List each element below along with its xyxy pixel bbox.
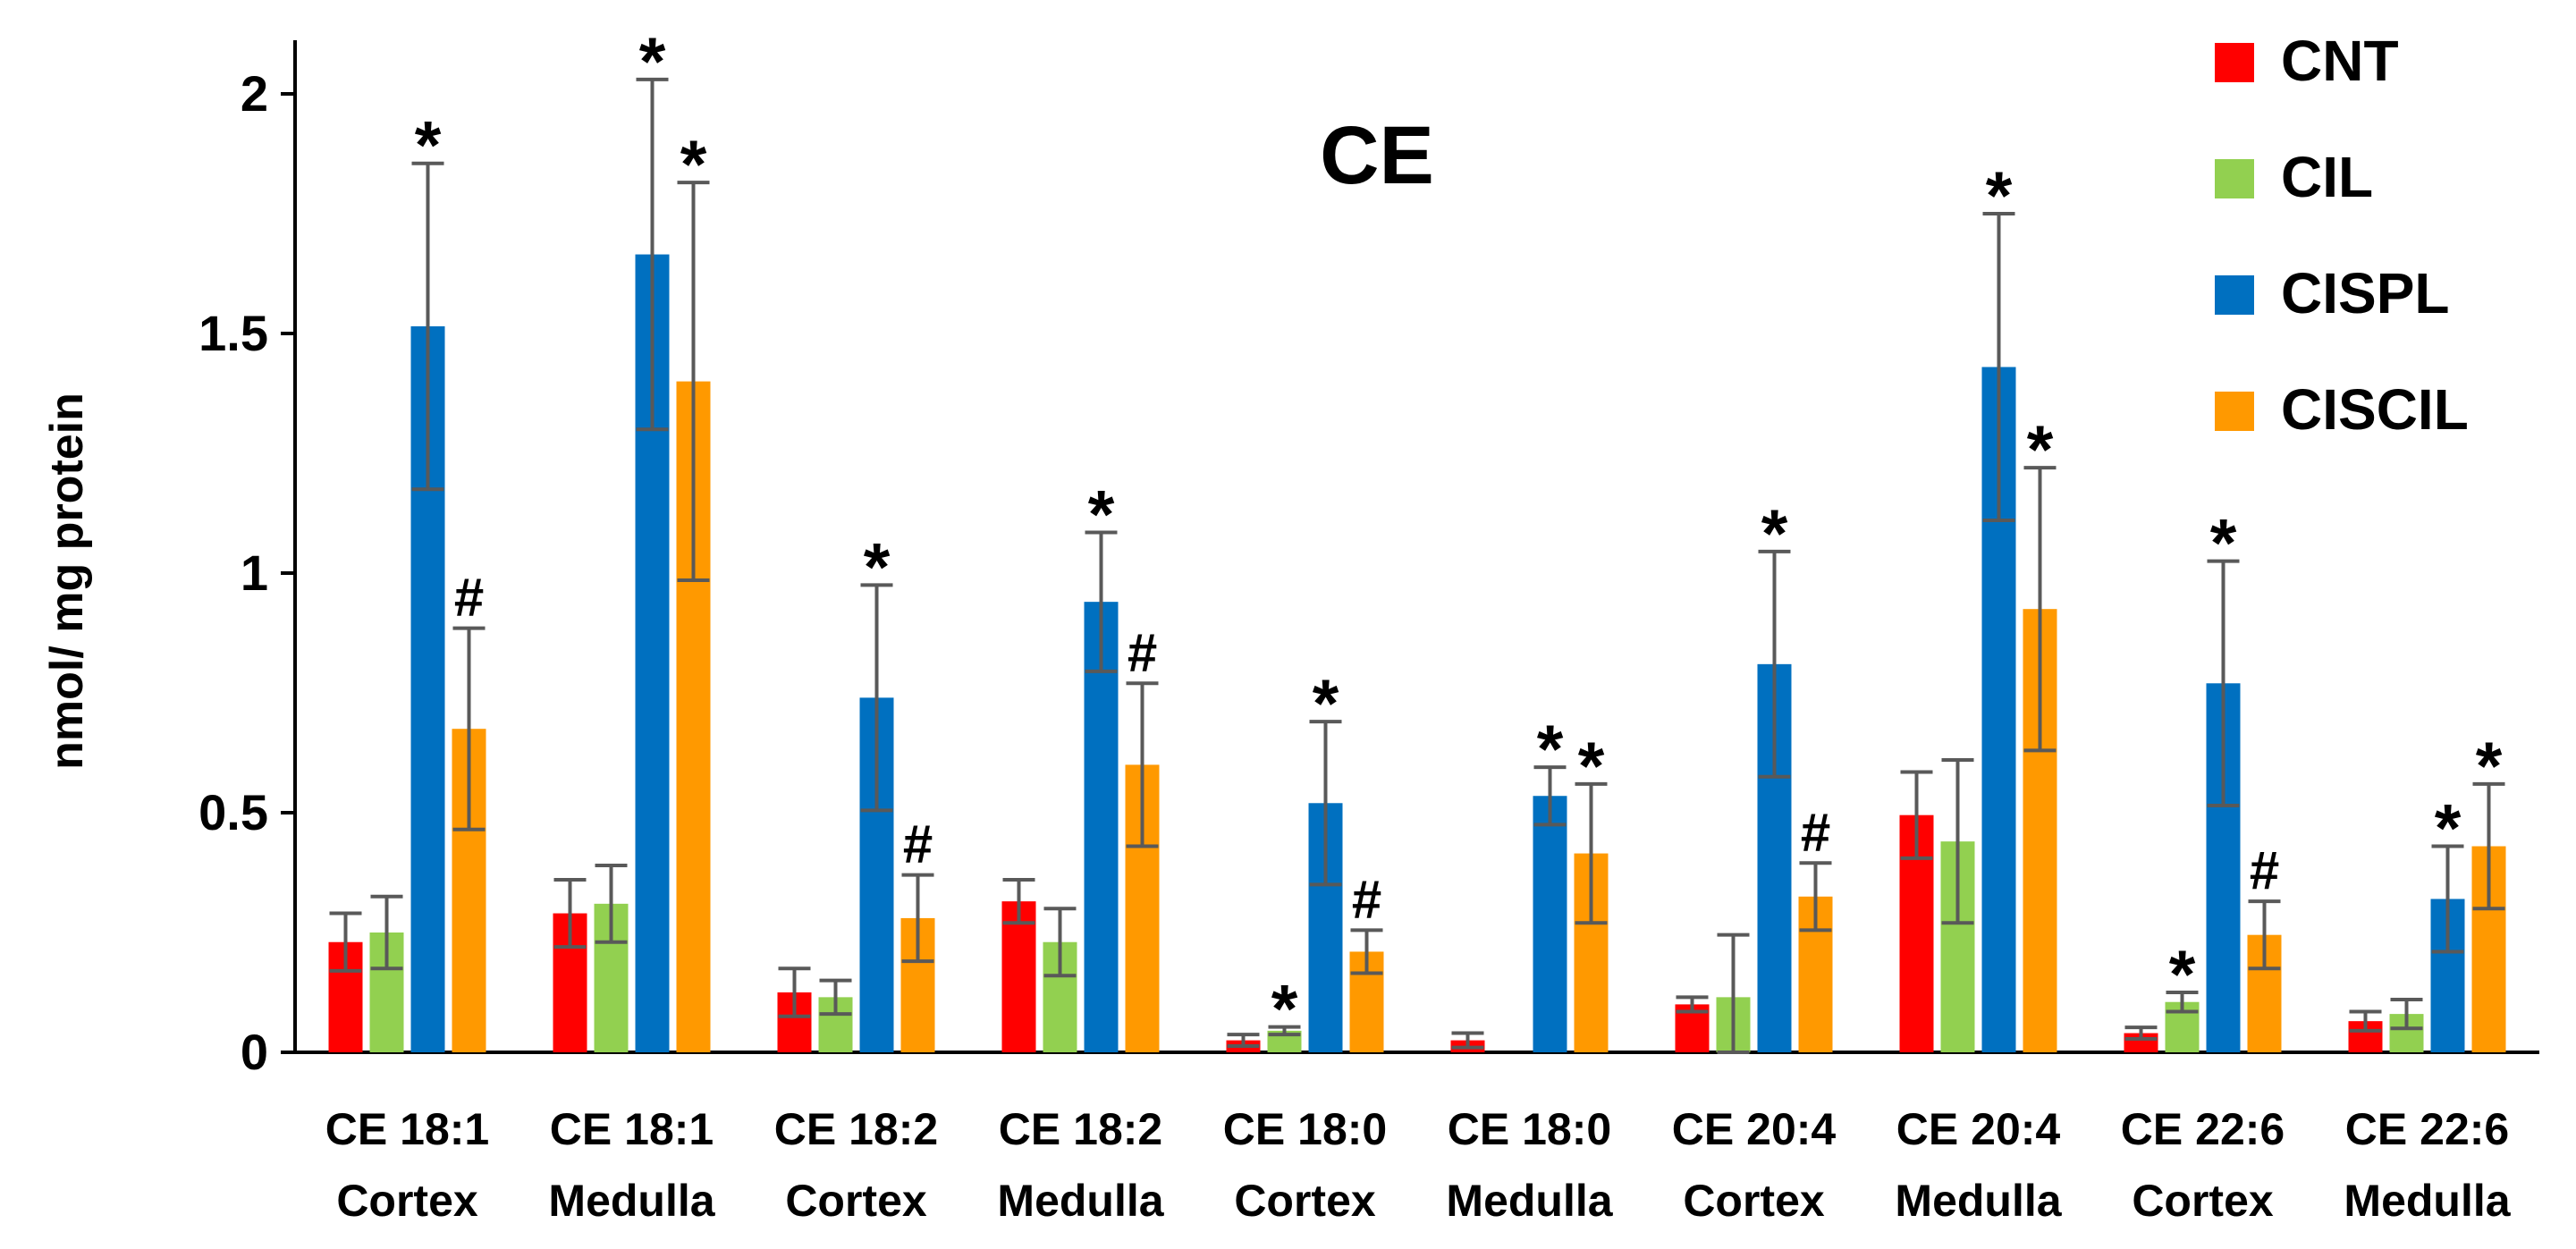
x-tick-label: Medulla [997, 1176, 1164, 1226]
y-axis-label: nmol/ mg protein [41, 392, 93, 770]
significance-marker: * [639, 24, 666, 100]
significance-marker: * [680, 127, 707, 203]
x-tick-label: CE 22:6 [2345, 1104, 2509, 1154]
x-tick-label: Medulla [1446, 1176, 1613, 1226]
x-tick-label: Cortex [1683, 1176, 1825, 1226]
significance-marker: # [903, 814, 933, 874]
bar [1084, 602, 1119, 1052]
bars-layer [328, 77, 2506, 1054]
x-tick-label: CE 20:4 [1672, 1104, 1837, 1154]
x-tick-label: CE 18:1 [325, 1104, 489, 1154]
significance-marker: * [1578, 729, 1605, 805]
x-tick-label: Medulla [548, 1176, 715, 1226]
legend-label: CIL [2281, 145, 2373, 209]
legend-label: CISPL [2281, 261, 2449, 325]
legend-swatch [2215, 159, 2254, 198]
x-tick-label: CE 18:1 [550, 1104, 714, 1154]
x-tick-label: CE 18:2 [999, 1104, 1162, 1154]
significance-marker: * [1088, 477, 1115, 553]
significance-marker: * [1537, 712, 1564, 788]
x-tick-label: CE 18:2 [774, 1104, 938, 1154]
legend-swatch [2215, 275, 2254, 315]
x-tick-label: CE 22:6 [2121, 1104, 2285, 1154]
legend-swatch [2215, 43, 2254, 82]
significance-marker: # [2250, 840, 2279, 900]
significance-marker: * [2169, 937, 2196, 1013]
significance-marker: * [2476, 729, 2503, 805]
legend-label: CNT [2281, 29, 2399, 93]
y-tick-label: 2 [241, 65, 268, 122]
significance-marker: # [1352, 869, 1381, 929]
significance-marker: # [454, 568, 484, 628]
significance-marker: * [864, 529, 891, 605]
x-tick-label: CE 18:0 [1448, 1104, 1611, 1154]
significance-marker: * [2210, 506, 2237, 582]
x-tick-label: CE 20:4 [1896, 1104, 2061, 1154]
significance-marker: * [1271, 972, 1298, 1048]
bar [1001, 901, 1036, 1052]
y-tick-label: 0 [241, 1024, 268, 1080]
significance-marker: # [1128, 622, 1157, 682]
significance-marker: * [1313, 666, 1339, 742]
x-tick-label: Cortex [2132, 1176, 2274, 1226]
y-tick-label: 0.5 [198, 784, 268, 840]
significance-marker: * [1761, 496, 1788, 572]
legend-swatch [2215, 392, 2254, 431]
x-tick-label: Cortex [785, 1176, 927, 1226]
significance-marker: * [415, 108, 442, 184]
legend: CNT CIL CISPL CISCIL [2215, 29, 2469, 442]
x-tick-label: Cortex [336, 1176, 478, 1226]
x-tick-label: CE 18:0 [1223, 1104, 1387, 1154]
y-tick-label: 1 [241, 544, 268, 601]
significance-marker: * [2435, 791, 2462, 867]
chart-title: CE [1320, 110, 1434, 201]
bar [1533, 796, 1567, 1052]
x-tick-label: Medulla [1895, 1176, 2062, 1226]
x-tick-label: Cortex [1234, 1176, 1376, 1226]
y-tick-label: 1.5 [198, 305, 268, 361]
significance-marker: # [1801, 802, 1830, 862]
legend-label: CISCIL [2281, 377, 2469, 442]
significance-marker: * [1986, 158, 2013, 234]
x-tick-label: Medulla [2344, 1176, 2511, 1226]
significance-marker: * [2027, 412, 2054, 488]
labels-layer: 0 0.5 1 1.5 2 CE 18:1 Cortex CE 18:1 Medulla CE 1… [198, 24, 2512, 1226]
